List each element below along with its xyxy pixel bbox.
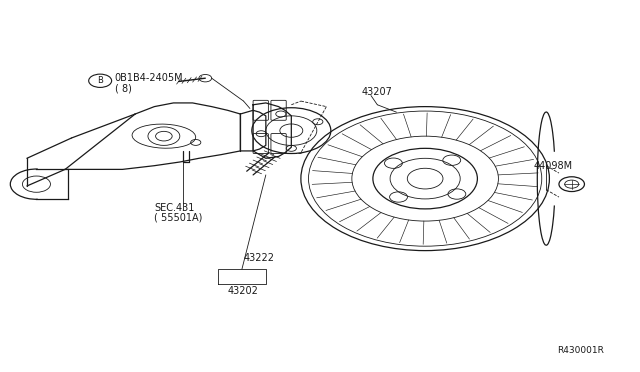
Text: 43222: 43222 <box>244 253 275 263</box>
Text: R430001R: R430001R <box>557 346 604 355</box>
Text: ( 8): ( 8) <box>115 84 132 93</box>
Text: SEC.431: SEC.431 <box>154 203 195 213</box>
Text: 0B1B4-2405M: 0B1B4-2405M <box>115 73 184 83</box>
Text: 43207: 43207 <box>362 87 392 97</box>
Text: B: B <box>97 76 103 85</box>
Text: ( 55501A): ( 55501A) <box>154 212 203 222</box>
Text: 43202: 43202 <box>228 286 259 296</box>
Text: 44098M: 44098M <box>534 161 573 171</box>
